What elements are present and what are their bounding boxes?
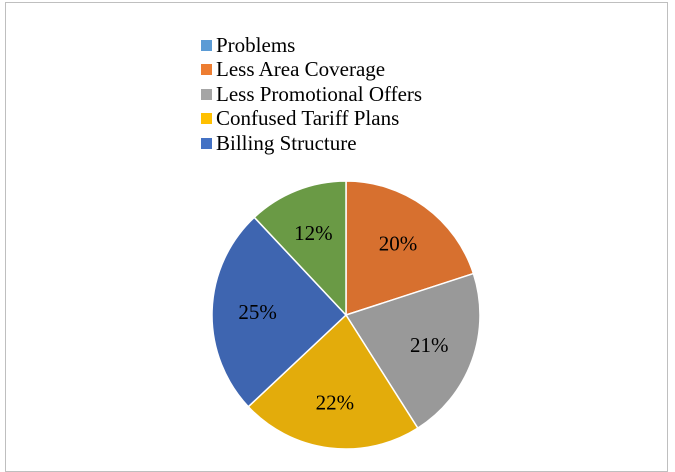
legend-entry: Less Area Coverage (201, 58, 422, 83)
legend-swatch (201, 137, 212, 149)
legend-label: Less Area Coverage (216, 57, 386, 82)
slice-label: 20% (379, 232, 418, 256)
slice-label: 22% (316, 391, 355, 415)
pie-labels: 20% 21% 22% 25% 12% (238, 221, 448, 415)
pie-slice (253, 180, 347, 317)
legend-swatch (201, 64, 212, 76)
pie-slice (345, 180, 475, 317)
pie-slice (344, 272, 481, 430)
slice-label: 21% (410, 333, 449, 357)
legend-label: Less Promotional Offers (216, 81, 423, 106)
pie-slice (247, 313, 419, 450)
legend-label: Problems (216, 32, 296, 57)
pie-slice (211, 216, 348, 408)
legend-label: Confused Tariff Plans (216, 106, 400, 131)
slice-label: 12% (294, 221, 333, 245)
legend-swatch (201, 39, 212, 51)
legend-entry: Billing Structure (201, 131, 422, 156)
legend-entry: Problems (201, 33, 422, 58)
legend-entry: Confused Tariff Plans (201, 107, 422, 132)
pie-slices (211, 180, 481, 450)
legend-swatch (201, 88, 212, 100)
legend-label: Billing Structure (216, 130, 357, 155)
legend-swatch (201, 113, 212, 125)
chart-legend: Problems Less Area Coverage Less Promotion… (201, 33, 422, 156)
legend-entry: Less Promotional Offers (201, 82, 422, 107)
slice-label: 25% (238, 300, 277, 324)
